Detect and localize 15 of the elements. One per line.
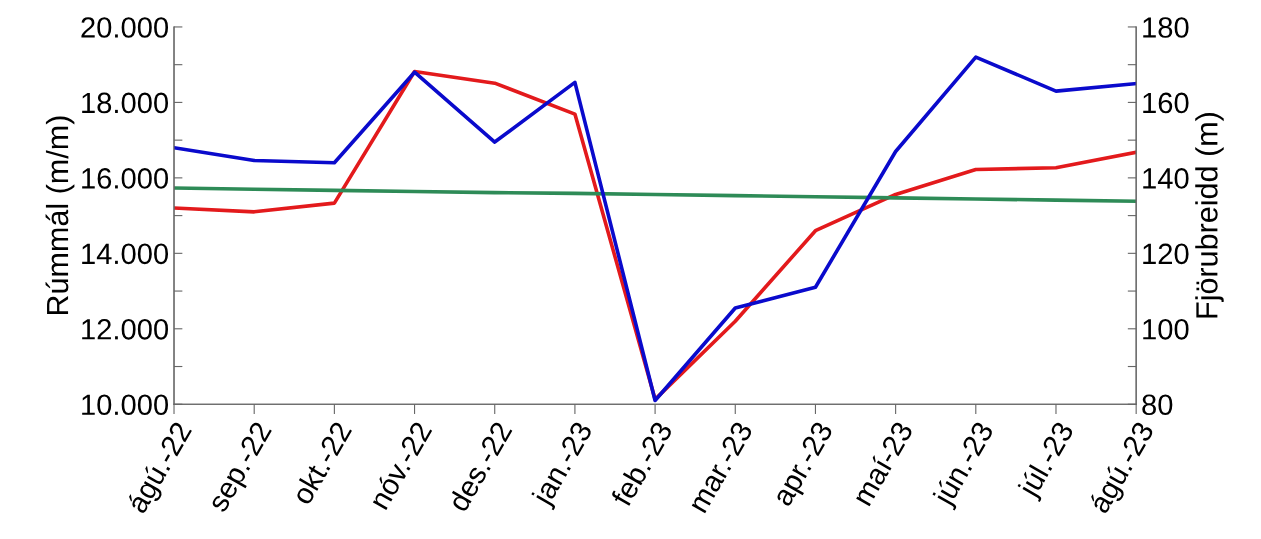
y-axis-title: Rúmmál (m/m): [45, 116, 75, 315]
y2-tick-label: 140: [1143, 168, 1189, 189]
y-tick-label: 12.000: [82, 318, 169, 340]
y2-tick-label: 180: [1143, 17, 1189, 38]
line-series: [174, 186, 1137, 204]
y-tick-label: 18.000: [82, 92, 169, 114]
y2-tick-label: 80: [1142, 394, 1173, 416]
y2-axis-title: Fjörubreidd (m): [1195, 113, 1224, 318]
y-tick-label: 10.000: [82, 394, 169, 416]
y-tick-label: 20.000: [81, 17, 169, 38]
y-tick-label: 16.000: [82, 168, 169, 189]
y2-tick-label: 160: [1143, 92, 1189, 114]
y-tick-label: 14.000: [82, 243, 169, 265]
y2-tick-label: 120: [1143, 243, 1189, 265]
y2-tick-label: 100: [1143, 318, 1189, 340]
